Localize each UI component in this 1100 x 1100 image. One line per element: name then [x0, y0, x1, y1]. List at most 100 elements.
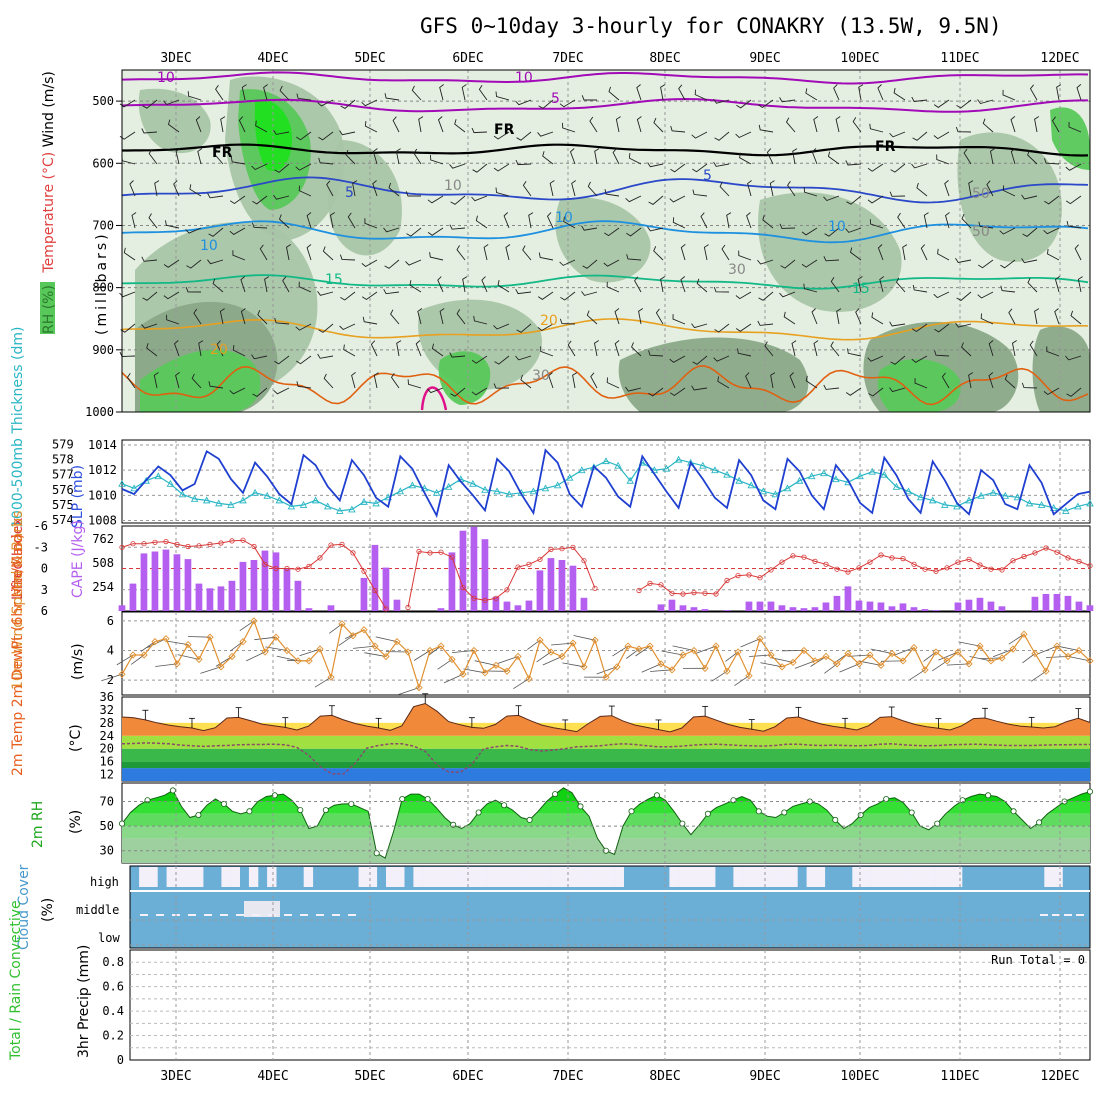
upper-barb-162 [787, 180, 796, 197]
upper-barb-412 [471, 387, 488, 396]
rh2m-point-96 [934, 820, 941, 827]
cape-bar-88 [1086, 605, 1094, 611]
wind10m-barb-87 [1057, 645, 1080, 651]
cloud-high-gap-59 [669, 867, 679, 887]
upper-barb-276 [383, 289, 400, 295]
upper-barb-49 [238, 116, 246, 133]
upper-barb-126 [963, 148, 972, 165]
thickness-point-7 [202, 496, 211, 504]
rh2m-point-42 [475, 809, 482, 816]
cloud-high-gap-40 [495, 867, 506, 887]
li-point-48 [647, 580, 653, 587]
rh-blob-5 [254, 99, 293, 171]
upper-barb-251 [801, 259, 818, 268]
pressure-tick-500: 500 [92, 94, 114, 108]
cape-bar-29 [437, 608, 445, 611]
upper-barb-29 [757, 99, 774, 109]
wind10m-point-48 [646, 642, 654, 650]
upper-barb-389 [934, 350, 950, 357]
thickness-point-31 [493, 487, 501, 495]
upper-barb-102 [430, 154, 444, 165]
upper-barb-54 [339, 130, 356, 136]
upper-barb-8 [296, 93, 312, 101]
upper-barb-192 [475, 215, 488, 229]
upper-barb-52 [296, 131, 312, 141]
upper-barb-373 [593, 340, 599, 357]
upper-barb-200 [647, 226, 664, 232]
cloud-mid-mark-1 [156, 914, 164, 916]
upper-barb-64 [562, 122, 576, 133]
upper-barb-123 [890, 163, 906, 173]
wind10m-point-82 [1020, 630, 1028, 638]
wind10m-barb-30 [437, 659, 453, 670]
date-axis-bottom: 3DEC 4DEC 5DEC 6DEC 7DEC 8DEC 9DEC 10DEC 11DEC 12… [160, 1069, 1079, 1084]
upper-barb-90 [175, 148, 181, 165]
li-point-22 [361, 568, 367, 574]
upper-barb-238 [522, 245, 532, 261]
thickness-point-15 [299, 500, 308, 508]
upper-barb-34 [877, 84, 884, 101]
wind10m-point-70 [888, 649, 896, 658]
thickness-point-27 [444, 482, 453, 490]
li-point-35 [504, 587, 510, 593]
upper-barb-140 [298, 185, 312, 197]
wind10m-point-26 [404, 648, 412, 656]
upper-barb-425 [770, 372, 776, 389]
wind10m-point-7 [195, 655, 203, 664]
thickness-point-49 [711, 466, 719, 474]
thickness-point-67 [928, 496, 937, 504]
cloud-high-gap-25 [358, 867, 368, 887]
wind10m-point-84 [1042, 667, 1050, 675]
cloud-high-gap-35 [450, 867, 460, 887]
cloud-mid-mark-7 [252, 914, 260, 916]
wind10m-point-66 [844, 649, 852, 658]
wind10m-point-69 [877, 661, 885, 669]
upper-barb-165 [846, 195, 862, 205]
cape-bar-55 [723, 610, 731, 611]
upper-barb-272 [298, 281, 312, 293]
wind10m-barb-14 [254, 636, 277, 641]
wind10m-point-51 [679, 651, 687, 659]
thickness-tick-575: 575 [52, 498, 74, 512]
upper-barb-131 [1065, 163, 1082, 171]
upper-barb-375 [631, 342, 642, 357]
li-point-59 [768, 567, 774, 573]
cloud-level-low: low [98, 931, 120, 945]
rh-blob-12 [1050, 107, 1090, 170]
wind10m-barb-78 [958, 641, 981, 647]
upper-barb-228 [306, 244, 312, 261]
upper-barb-194 [528, 212, 534, 229]
cape-bar-62 [800, 608, 808, 611]
thickness-point-4 [166, 479, 175, 487]
cloud-mid-mark-end-0 [1040, 914, 1048, 916]
thickness-label: 1000-500mb Thickness (dm) [10, 327, 26, 528]
wind10m-line [121, 619, 1091, 690]
wind10m-point-22 [360, 626, 368, 634]
upper-barb-213 [944, 212, 950, 229]
upper-barb-31 [805, 88, 818, 101]
cape-bar-79 [987, 601, 995, 611]
upper-barb-219 [1066, 221, 1082, 229]
thickness-point-48 [699, 461, 707, 469]
cape-bar-87 [1075, 601, 1083, 611]
upper-barb-266 [163, 291, 180, 300]
cloud-high-gap-42 [514, 867, 524, 887]
cloud-label: Cloud Cover [16, 864, 32, 950]
thickness-point-3 [154, 472, 163, 480]
cape-bar-24 [382, 567, 390, 611]
temp-band-2 [122, 748, 1090, 762]
upper-barb-320 [390, 309, 400, 325]
contour-temp-15 [121, 274, 1089, 290]
wind10m-point-53 [701, 664, 709, 672]
rh2m-point-21 [297, 807, 304, 814]
upper-barb-274 [340, 291, 356, 301]
rh2m-point-75 [755, 808, 762, 815]
wind10m-point-57 [745, 672, 753, 680]
pressure-ticks: 500 600 700 800 900 1000 [85, 94, 122, 419]
li-point-5 [174, 541, 180, 548]
upper-barb-161 [769, 180, 775, 197]
upper-barb-254 [877, 244, 884, 261]
li-point-88 [1087, 563, 1093, 569]
upper-barb-416 [572, 372, 578, 389]
upper-barb-57 [418, 116, 424, 133]
